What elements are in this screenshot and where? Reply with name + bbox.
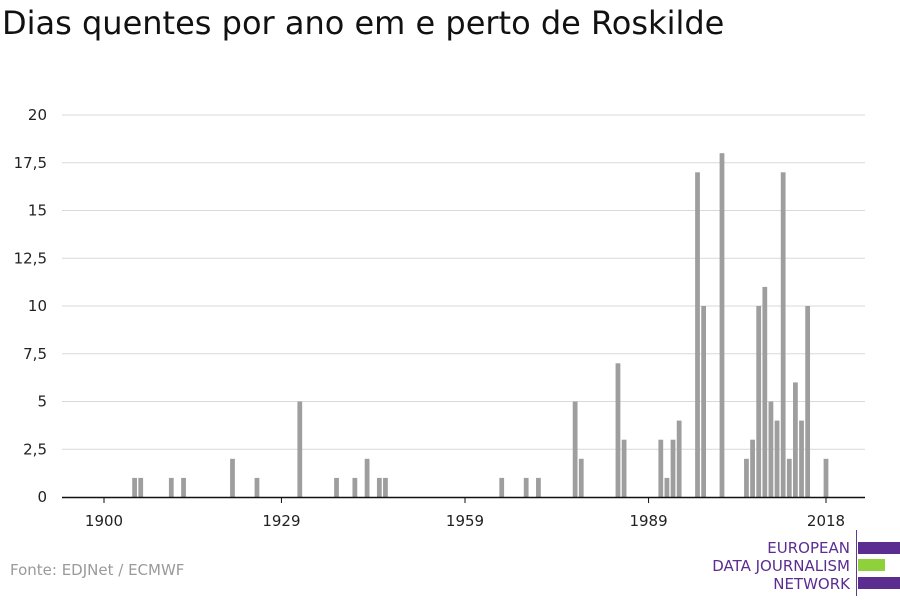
bar-1998 bbox=[701, 306, 707, 497]
bar-1971 bbox=[536, 477, 541, 497]
bar-1994 bbox=[676, 420, 682, 497]
x-tick-label: 1989 bbox=[629, 512, 667, 530]
y-tick-label: 5 bbox=[37, 393, 47, 411]
edjnet-logo[interactable]: EUROPEAN DATA JOURNALISM NETWORK bbox=[700, 530, 900, 596]
x-tick-label: 1929 bbox=[262, 512, 300, 530]
bar-2015 bbox=[805, 306, 811, 497]
source-note: Fonte: EDJNet / ECMWF bbox=[10, 561, 185, 579]
bar-2008 bbox=[762, 286, 768, 497]
logo-bar-purple-top bbox=[858, 542, 900, 554]
bar-2005 bbox=[744, 458, 749, 497]
bar-1997 bbox=[695, 172, 700, 498]
bar-1977 bbox=[572, 401, 578, 497]
bar-1993 bbox=[670, 439, 676, 497]
bar-1925 bbox=[254, 477, 260, 497]
bar-1969 bbox=[523, 477, 529, 497]
chart-title: Dias quentes por ano em e perto de Roski… bbox=[2, 4, 725, 42]
bar-2011 bbox=[780, 172, 786, 498]
x-tick-label: 2018 bbox=[807, 512, 845, 530]
bar-2007 bbox=[756, 306, 762, 497]
bar-2013 bbox=[793, 382, 798, 497]
bar-2001 bbox=[719, 153, 725, 497]
grid-lines bbox=[62, 114, 865, 450]
x-tick-label: 1959 bbox=[446, 512, 484, 530]
bar-1938 bbox=[334, 477, 339, 497]
logo-line-network: NETWORK bbox=[773, 575, 850, 593]
bar-1911 bbox=[168, 477, 174, 497]
bars bbox=[132, 153, 829, 498]
bar-1913 bbox=[181, 477, 186, 497]
bar-2009 bbox=[768, 401, 774, 497]
y-tick-label: 10 bbox=[28, 297, 47, 315]
bar-1985 bbox=[621, 439, 627, 497]
y-tick-label: 0 bbox=[37, 488, 47, 506]
logo-bar-green bbox=[858, 559, 885, 571]
bar-1978 bbox=[578, 458, 584, 497]
bar-1905 bbox=[132, 477, 137, 497]
bar-1946 bbox=[383, 477, 388, 497]
y-tick-label: 12,5 bbox=[14, 249, 47, 267]
bar-1992 bbox=[664, 477, 670, 497]
logo-separator bbox=[856, 530, 857, 596]
bar-1965 bbox=[499, 477, 505, 497]
y-tick-label: 2,5 bbox=[23, 440, 47, 458]
bar-1921 bbox=[230, 458, 235, 497]
bar-1943 bbox=[364, 458, 370, 497]
bar-1984 bbox=[615, 363, 621, 497]
bar-1991 bbox=[658, 439, 664, 497]
y-tick-label: 20 bbox=[28, 106, 47, 124]
bar-1945 bbox=[376, 477, 382, 497]
bar-1932 bbox=[297, 401, 303, 497]
y-axis-tick-labels: 0 2,5 5 7,5 10 12,5 15 17,5 20 bbox=[14, 106, 47, 506]
logo-bar-purple-bottom bbox=[858, 577, 900, 589]
y-tick-label: 15 bbox=[28, 202, 47, 220]
bar-2012 bbox=[786, 458, 792, 497]
logo-line-european: EUROPEAN bbox=[767, 539, 850, 557]
bar-2006 bbox=[750, 439, 755, 497]
bar-2018 bbox=[823, 458, 829, 497]
x-axis-ticks: 1900 1929 1959 1989 2018 bbox=[85, 497, 845, 530]
bar-2010 bbox=[774, 420, 780, 497]
logo-line-data-journalism: DATA JOURNALISM bbox=[712, 557, 850, 575]
bar-2014 bbox=[799, 420, 804, 497]
y-tick-label: 17,5 bbox=[14, 154, 47, 172]
bar-1906 bbox=[138, 477, 144, 497]
x-tick-label: 1900 bbox=[85, 512, 123, 530]
bar-1941 bbox=[352, 477, 358, 497]
y-tick-label: 7,5 bbox=[23, 345, 47, 363]
